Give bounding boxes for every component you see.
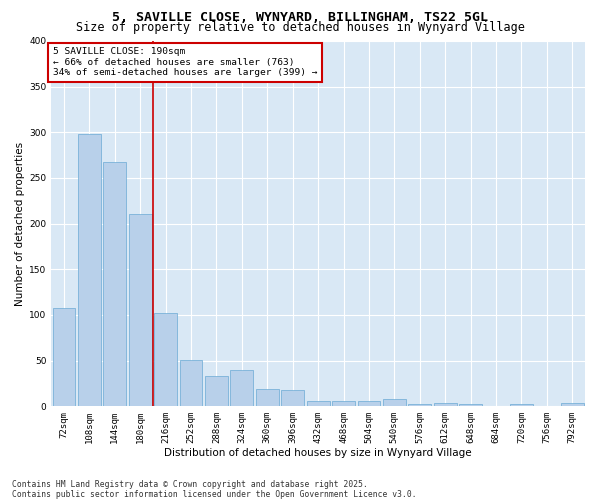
X-axis label: Distribution of detached houses by size in Wynyard Village: Distribution of detached houses by size … xyxy=(164,448,472,458)
Text: Size of property relative to detached houses in Wynyard Village: Size of property relative to detached ho… xyxy=(76,21,524,34)
Bar xyxy=(510,404,533,406)
Bar xyxy=(179,360,202,406)
Bar xyxy=(281,390,304,406)
Bar xyxy=(78,134,101,406)
Bar xyxy=(154,313,177,406)
Bar xyxy=(409,404,431,406)
Bar xyxy=(332,400,355,406)
Y-axis label: Number of detached properties: Number of detached properties xyxy=(15,142,25,306)
Bar xyxy=(53,308,76,406)
Bar xyxy=(205,376,228,406)
Bar xyxy=(307,400,329,406)
Bar xyxy=(358,400,380,406)
Bar xyxy=(103,162,126,406)
Text: Contains HM Land Registry data © Crown copyright and database right 2025.
Contai: Contains HM Land Registry data © Crown c… xyxy=(12,480,416,499)
Bar xyxy=(256,389,279,406)
Text: 5 SAVILLE CLOSE: 190sqm
← 66% of detached houses are smaller (763)
34% of semi-d: 5 SAVILLE CLOSE: 190sqm ← 66% of detache… xyxy=(53,48,317,77)
Bar xyxy=(383,399,406,406)
Bar xyxy=(230,370,253,406)
Bar xyxy=(434,402,457,406)
Bar xyxy=(459,404,482,406)
Bar xyxy=(129,214,152,406)
Text: 5, SAVILLE CLOSE, WYNYARD, BILLINGHAM, TS22 5GL: 5, SAVILLE CLOSE, WYNYARD, BILLINGHAM, T… xyxy=(112,11,488,24)
Bar xyxy=(561,404,584,406)
